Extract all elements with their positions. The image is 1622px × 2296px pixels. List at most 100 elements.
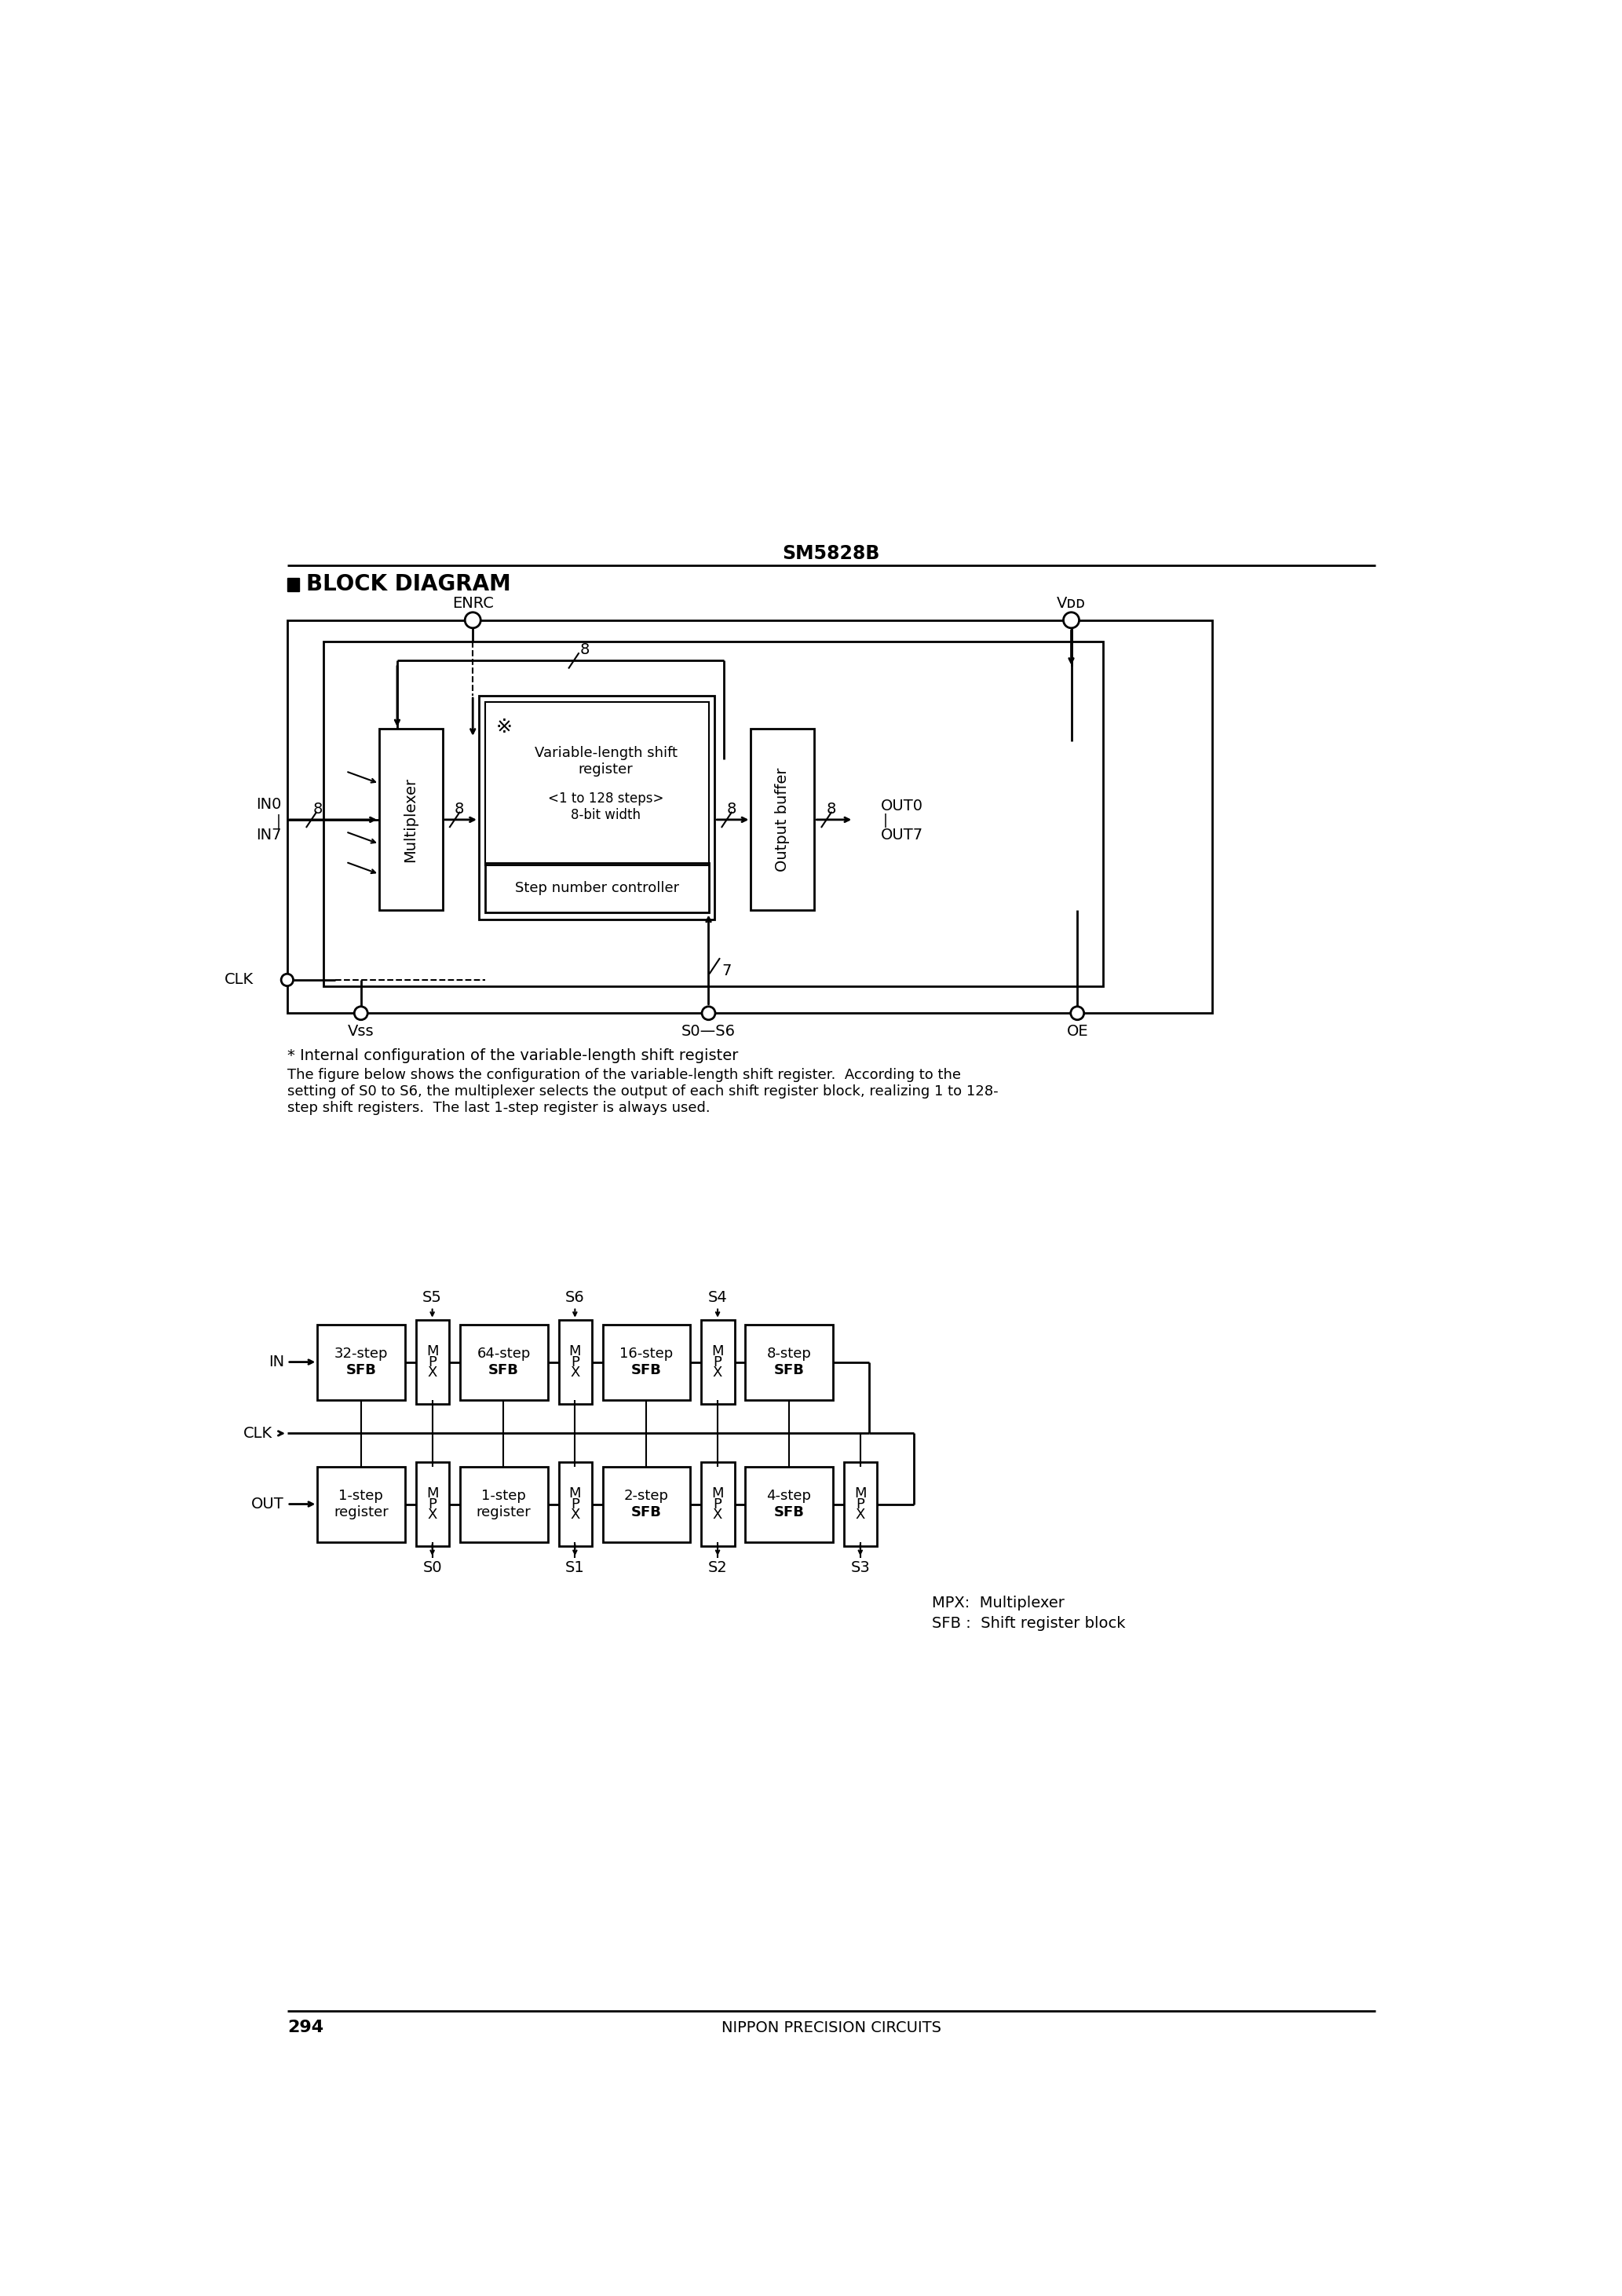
Bar (485, 703, 709, 866)
Circle shape (1071, 1006, 1083, 1019)
Bar (318, 1325, 406, 1401)
Text: BLOCK DIAGRAM: BLOCK DIAGRAM (307, 574, 511, 595)
Text: SFB: SFB (345, 1364, 376, 1378)
Bar (415, 1320, 449, 1405)
Text: 8: 8 (313, 801, 323, 817)
Text: OE: OE (1067, 1024, 1088, 1038)
Text: SFB: SFB (488, 1364, 519, 1378)
Text: P: P (571, 1497, 579, 1511)
Text: Variable-length shift: Variable-length shift (534, 746, 678, 760)
Bar (603, 1467, 691, 1543)
Text: X: X (428, 1366, 438, 1380)
Text: P: P (571, 1355, 579, 1368)
Text: 8-bit width: 8-bit width (571, 808, 641, 822)
Text: * Internal configuration of the variable-length shift register: * Internal configuration of the variable… (287, 1049, 738, 1063)
Text: step shift registers.  The last 1-step register is always used.: step shift registers. The last 1-step re… (287, 1100, 710, 1116)
Text: S3: S3 (850, 1561, 869, 1575)
Text: S6: S6 (564, 1290, 584, 1304)
Text: 8: 8 (579, 643, 589, 657)
Text: MPX:  Multiplexer: MPX: Multiplexer (933, 1596, 1064, 1609)
Text: OUT: OUT (251, 1497, 284, 1511)
Text: OUT7: OUT7 (881, 829, 923, 843)
Text: Multiplexer: Multiplexer (404, 778, 418, 861)
Text: Vᴅᴅ: Vᴅᴅ (1058, 595, 1085, 611)
Text: M: M (427, 1486, 438, 1499)
Text: ※: ※ (496, 719, 513, 737)
Text: S1: S1 (564, 1561, 584, 1575)
Text: S0—S6: S0—S6 (681, 1024, 736, 1038)
Text: S0: S0 (423, 1561, 441, 1575)
Text: M: M (712, 1343, 723, 1359)
Text: 8: 8 (727, 801, 736, 817)
Text: 8: 8 (454, 801, 464, 817)
Text: Vss: Vss (347, 1024, 375, 1038)
Bar (558, 1463, 592, 1548)
Bar (746, 1325, 834, 1401)
Text: P: P (428, 1355, 436, 1368)
Text: 1-step: 1-step (339, 1488, 383, 1502)
Text: SFB: SFB (631, 1506, 662, 1520)
Text: OUT0: OUT0 (881, 799, 923, 813)
Text: register: register (334, 1506, 388, 1520)
Text: register: register (477, 1506, 530, 1520)
Text: X: X (712, 1366, 722, 1380)
Bar (701, 1463, 735, 1548)
Text: |: | (276, 815, 281, 829)
Text: NIPPON PRECISION CIRCUITS: NIPPON PRECISION CIRCUITS (722, 2020, 941, 2034)
Text: setting of S0 to S6, the multiplexer selects the output of each shift register b: setting of S0 to S6, the multiplexer sel… (287, 1084, 998, 1100)
Text: S5: S5 (422, 1290, 443, 1304)
Text: M: M (427, 1343, 438, 1359)
Text: CLK: CLK (243, 1426, 272, 1442)
Text: SFB :  Shift register block: SFB : Shift register block (933, 1616, 1126, 1630)
Text: X: X (569, 1366, 579, 1380)
Bar (461, 1325, 548, 1401)
Bar (701, 1320, 735, 1405)
Text: X: X (855, 1508, 865, 1522)
Circle shape (1064, 613, 1079, 629)
Text: 32-step: 32-step (334, 1345, 388, 1362)
Text: 294: 294 (287, 2020, 323, 2037)
Text: IN: IN (268, 1355, 284, 1368)
Bar (461, 1467, 548, 1543)
Text: X: X (428, 1508, 438, 1522)
Text: P: P (714, 1497, 722, 1511)
Bar (478, 696, 715, 918)
Text: CLK: CLK (225, 974, 255, 987)
Text: X: X (712, 1508, 722, 1522)
Text: 8: 8 (827, 801, 835, 817)
Bar (603, 1325, 691, 1401)
Text: The figure below shows the configuration of the variable-length shift register. : The figure below shows the configuration… (287, 1068, 960, 1081)
Text: 16-step: 16-step (620, 1345, 673, 1362)
Text: P: P (428, 1497, 436, 1511)
Bar (287, 579, 300, 590)
Bar (415, 1463, 449, 1548)
Text: |: | (882, 813, 887, 829)
Text: Output buffer: Output buffer (775, 767, 790, 872)
Bar (843, 1463, 878, 1548)
Text: <1 to 128 steps>: <1 to 128 steps> (548, 792, 663, 806)
Text: X: X (569, 1508, 579, 1522)
Text: 8-step: 8-step (767, 1345, 811, 1362)
Text: P: P (856, 1497, 865, 1511)
Text: S4: S4 (707, 1290, 727, 1304)
Text: S2: S2 (707, 1561, 727, 1575)
Text: M: M (855, 1486, 866, 1499)
Bar (746, 1467, 834, 1543)
Text: P: P (714, 1355, 722, 1368)
Text: M: M (712, 1486, 723, 1499)
Text: 2-step: 2-step (624, 1488, 668, 1502)
Bar (323, 641, 1103, 985)
Bar (318, 1467, 406, 1543)
Text: M: M (569, 1343, 581, 1359)
Text: Step number controller: Step number controller (514, 882, 680, 895)
Text: register: register (579, 762, 633, 776)
Text: 7: 7 (722, 964, 732, 978)
Bar (380, 730, 443, 912)
Bar (751, 730, 814, 912)
Bar (287, 620, 1212, 1013)
Text: SFB: SFB (631, 1364, 662, 1378)
Text: IN7: IN7 (256, 827, 281, 843)
Text: SFB: SFB (774, 1506, 805, 1520)
Circle shape (281, 974, 294, 985)
Bar (485, 863, 709, 914)
